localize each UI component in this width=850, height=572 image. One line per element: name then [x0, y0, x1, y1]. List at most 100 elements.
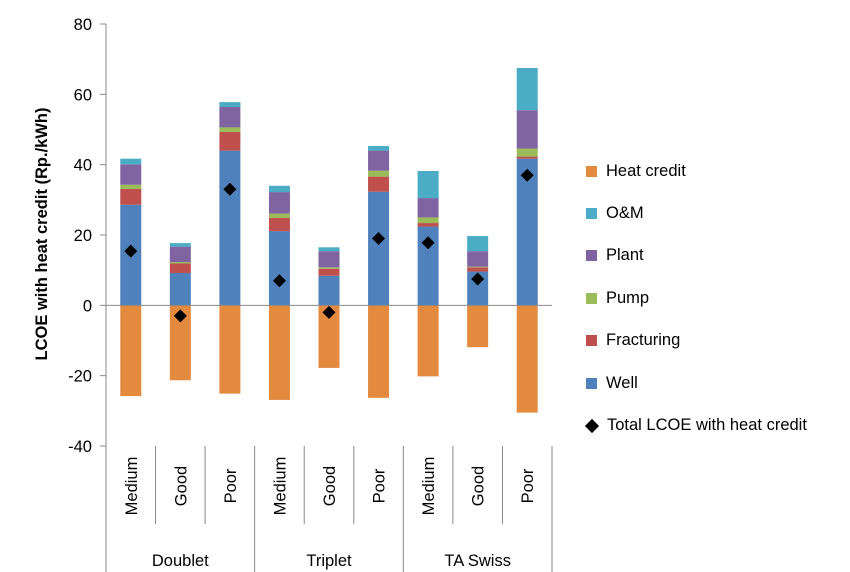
legend-item: Pump [586, 277, 848, 319]
y-tick-label: 40 [74, 157, 92, 175]
bar-segment-heat-credit [417, 305, 439, 377]
bar-segment-heat-credit [169, 305, 191, 381]
bar-segment-fracturing [120, 188, 142, 205]
bar-segment-plant [268, 192, 290, 214]
legend-item: Total LCOE with heat credit [584, 404, 848, 446]
bar-segment-pump [169, 262, 191, 264]
bar-segment-plant [169, 246, 191, 263]
total-marker [272, 274, 286, 288]
legend-label: Heat credit [606, 161, 686, 180]
category-label: Poor [371, 468, 389, 503]
bar-segment-pump [516, 148, 538, 157]
bar-segment-pump [120, 184, 142, 189]
category-label: Medium [123, 457, 141, 516]
total-marker [173, 309, 187, 323]
total-marker [124, 244, 138, 258]
category-label: Poor [519, 468, 537, 503]
legend-label: Well [606, 373, 638, 392]
bar-segment-plant [219, 106, 241, 128]
y-tick-label: 80 [74, 16, 92, 34]
bar-segment-o-m [219, 102, 241, 107]
bar-segment-well [417, 226, 439, 306]
legend-label: O&M [606, 204, 644, 223]
total-markers [124, 168, 534, 323]
bar-segment-pump [368, 170, 390, 177]
category-label: Medium [271, 457, 289, 516]
category-label: Good [321, 466, 339, 506]
group-label: TA Swiss [444, 552, 511, 570]
bar-segment-pump [318, 267, 340, 269]
bar-segment-fracturing [268, 217, 290, 232]
group-label: Triplet [306, 552, 352, 570]
bar-segment-well [219, 150, 241, 306]
category-label: Good [172, 466, 190, 506]
legend-item: Fracturing [586, 320, 848, 362]
bars [120, 67, 538, 413]
y-tick-label: 20 [74, 227, 92, 245]
category-label: Medium [420, 457, 438, 516]
bar-segment-plant [467, 251, 489, 267]
total-marker [471, 272, 485, 286]
total-marker [421, 236, 435, 250]
legend-swatch [586, 165, 597, 177]
bar-segment-pump [268, 213, 290, 218]
bar-segment-o-m [120, 158, 142, 165]
legend-swatch [586, 292, 597, 304]
total-marker [322, 305, 336, 319]
bar-segment-heat-credit [268, 305, 290, 400]
total-marker [372, 232, 386, 246]
legend-item: O&M [586, 192, 848, 234]
bar-segment-heat-credit [368, 305, 390, 398]
bar-segment-o-m [516, 67, 538, 111]
y-tick-label: 0 [83, 297, 92, 315]
bar-segment-plant [516, 110, 538, 149]
bar-segment-plant [368, 150, 390, 171]
axes: -40 -20 0 20 40 60 80 Medium Good Poor Medium Good P… [68, 16, 553, 572]
bar-segment-fracturing [417, 223, 439, 227]
y-tick-label: -20 [68, 368, 92, 386]
bar-segment-heat-credit [516, 305, 538, 413]
bar-segment-well [368, 191, 390, 306]
bar-segment-fracturing [318, 268, 340, 276]
bar-segment-o-m [467, 236, 489, 252]
group-label: Doublet [152, 552, 209, 570]
legend-label: Plant [606, 246, 644, 265]
bar-segment-o-m [368, 146, 390, 151]
bar-segment-fracturing [467, 267, 489, 272]
bar-segment-o-m [268, 185, 290, 193]
category-label: Poor [222, 468, 240, 503]
bar-segment-well [516, 158, 538, 306]
legend-item: Heat credit [586, 150, 848, 192]
legend-label: Total LCOE with heat credit [607, 416, 807, 435]
legend-label: Fracturing [606, 331, 681, 350]
total-marker [520, 168, 534, 182]
bar-segment-well [268, 231, 290, 306]
bar-segment-fracturing [219, 131, 241, 151]
category-label: Good [470, 466, 488, 506]
bar-segment-o-m [417, 170, 439, 199]
bar-segment-o-m [169, 243, 191, 247]
legend: Heat credit O&M Plant Pump Fracturing Well Tot… [584, 150, 848, 447]
bar-segment-well [318, 275, 340, 306]
bar-segment-pump [219, 127, 241, 132]
bar-segment-heat-credit [467, 305, 489, 348]
bar-segment-well [169, 272, 191, 306]
bar-segment-pump [417, 217, 439, 224]
legend-swatch [586, 250, 597, 262]
y-tick-label: 60 [74, 86, 92, 104]
legend-swatch [586, 335, 597, 347]
total-marker [223, 182, 237, 196]
legend-swatch [586, 377, 597, 389]
bar-segment-fracturing [516, 156, 538, 159]
bar-segment-plant [417, 198, 439, 218]
legend-item: Well [586, 362, 848, 404]
bar-segment-heat-credit [318, 305, 340, 368]
legend-item: Plant [586, 235, 848, 277]
bar-segment-pump [467, 266, 489, 268]
y-axis-title: LCOE with heat credit (Rp./kWh) [33, 107, 51, 360]
bar-segment-o-m [318, 247, 340, 252]
bar-segment-heat-credit [120, 305, 142, 397]
bar-segment-plant [120, 164, 142, 185]
legend-marker-swatch [584, 418, 600, 433]
